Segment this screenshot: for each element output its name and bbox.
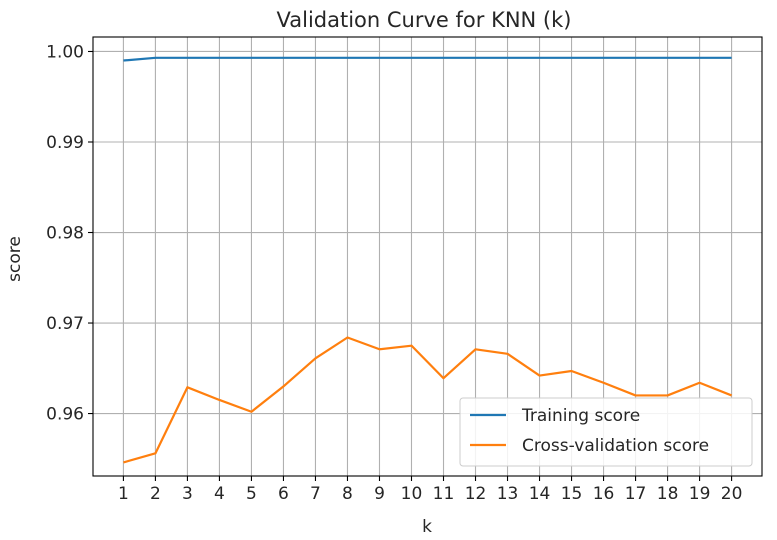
x-tick-label: 19 [689, 484, 711, 504]
y-tick-label: 0.97 [46, 314, 84, 334]
x-tick-label: 1 [118, 484, 129, 504]
plot-area: 1 2 3 4 5 6 7 8 9 10 11 12 13 14 15 16 17 18 19 200.960.970… [46, 36, 763, 504]
x-tick-label: 11 [433, 484, 455, 504]
x-tick-label: 4 [214, 484, 225, 504]
x-tick-label: 6 [278, 484, 289, 504]
axes-frame [92, 36, 763, 477]
y-tick-label: 0.99 [46, 133, 84, 153]
x-tick-label: 10 [401, 484, 423, 504]
x-tick-label: 8 [342, 484, 353, 504]
y-tick-label: 0.98 [46, 224, 84, 244]
x-tick-label: 12 [465, 484, 487, 504]
x-tick-label: 14 [529, 484, 551, 504]
x-tick-label: 15 [561, 484, 583, 504]
chart-title: Validation Curve for KNN (k) [277, 8, 572, 32]
legend-label: Cross-validation score [522, 436, 709, 456]
x-tick-label: 18 [657, 484, 679, 504]
x-tick-label: 5 [246, 484, 257, 504]
x-tick-label: 20 [721, 484, 743, 504]
x-tick-label: 3 [182, 484, 193, 504]
y-tick-label: 1.00 [46, 42, 84, 62]
series-line-training [123, 56, 732, 62]
legend-label: Training score [521, 406, 640, 426]
x-tick-label: 13 [497, 484, 519, 504]
x-tick-label: 2 [150, 484, 161, 504]
y-tick-label: 0.96 [46, 405, 84, 425]
x-tick-label: 17 [625, 484, 647, 504]
x-axis-label: k [422, 517, 432, 537]
x-tick-label: 7 [310, 484, 321, 504]
legend-box [459, 397, 753, 467]
x-tick-label: 9 [374, 484, 385, 504]
series-line-cross-validation [123, 336, 732, 464]
x-tick-label: 16 [593, 484, 615, 504]
y-axis-label: score [5, 236, 25, 282]
